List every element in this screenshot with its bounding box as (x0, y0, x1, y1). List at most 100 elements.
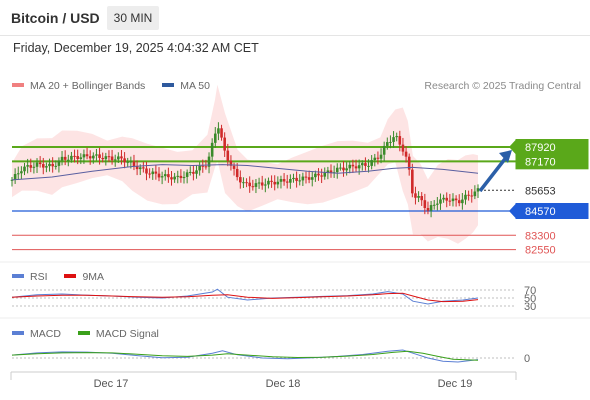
candle-body (251, 186, 255, 188)
candle-body (386, 142, 389, 146)
candle-body (51, 163, 54, 167)
candle (464, 190, 467, 205)
x-tick-label: Dec 19 (438, 378, 473, 390)
candle-body (95, 154, 98, 156)
candle (51, 157, 54, 173)
candle-body (217, 128, 220, 134)
candle (113, 154, 117, 167)
candle (45, 162, 48, 173)
candle (442, 194, 445, 203)
candle (35, 158, 39, 174)
level-label: 85653 (515, 182, 589, 199)
instrument-title: Bitcoin / USD (11, 10, 100, 26)
candle (367, 159, 370, 173)
candle-body (445, 197, 449, 201)
candle-body (329, 170, 333, 173)
timestamp: Friday, December 19, 2025 4:04:32 AM CET (13, 41, 259, 55)
candle-body (411, 169, 414, 194)
candle (142, 161, 145, 173)
candle-body (307, 177, 311, 180)
candle (148, 168, 151, 179)
level-label: 87170 (515, 153, 589, 170)
candle (32, 162, 36, 174)
candle (120, 150, 123, 165)
candle (38, 156, 42, 168)
candle (304, 171, 308, 184)
candle-body (289, 179, 292, 183)
timeframe-badge[interactable]: 30 MIN (107, 6, 159, 30)
candle (54, 160, 58, 170)
panel-separators (0, 261, 590, 319)
candle-body (267, 180, 270, 185)
candle-body (85, 154, 89, 157)
candle-body (304, 176, 308, 178)
candle (151, 168, 155, 180)
candle-body (88, 156, 92, 159)
candle-body (123, 158, 126, 163)
candle-body (232, 165, 236, 169)
candle (470, 189, 474, 203)
candle-body (195, 170, 198, 174)
legend-item-rsi: RSI (12, 271, 48, 283)
candle (457, 194, 461, 207)
candle-body (395, 136, 398, 138)
candle (73, 149, 76, 163)
candle-body (23, 166, 26, 172)
candle-body (101, 157, 104, 160)
level-labels-layer: 87920 87170 85653 84570 83300 82550 (509, 139, 589, 257)
level-label: 84570 (515, 203, 589, 219)
candle-body (66, 159, 70, 161)
candle (386, 137, 389, 150)
candle-body (142, 167, 145, 169)
candle (414, 186, 417, 205)
candle-body (323, 172, 327, 177)
candle (454, 195, 458, 207)
candle (57, 157, 61, 173)
candle-body (220, 128, 223, 138)
candle (123, 152, 126, 169)
candle-body (135, 166, 139, 170)
candle-body (104, 156, 108, 160)
legend-swatch (12, 274, 24, 279)
candle (223, 132, 226, 157)
candle (335, 163, 339, 179)
candle (451, 193, 455, 207)
candle-body (417, 196, 420, 198)
candle-body (439, 199, 442, 204)
candle (314, 170, 317, 182)
candle (432, 200, 436, 210)
candle (251, 179, 255, 191)
legend-label: MA 20 + Bollinger Bands (30, 80, 146, 92)
candle (473, 185, 477, 200)
candle (10, 176, 14, 187)
price-series-layer (10, 122, 480, 218)
level-label-pointer (509, 203, 516, 219)
candle-body (401, 144, 405, 152)
candle-body (354, 166, 358, 169)
level-label-text: 87170 (525, 156, 556, 168)
candle (60, 151, 64, 166)
main-legend: MA 20 + Bollinger Bands MA 50 (12, 80, 224, 92)
candle (298, 174, 302, 186)
candle (226, 143, 230, 167)
candle-body (448, 200, 452, 202)
level-lines-layer (12, 146, 516, 251)
legend-label: 9MA (82, 271, 105, 283)
candle-body (138, 167, 142, 170)
candle-body (273, 181, 277, 185)
candle (79, 153, 83, 165)
candle (85, 147, 89, 160)
candle (411, 163, 414, 198)
candle-body (45, 166, 48, 168)
candle-body (73, 155, 76, 157)
candle (423, 193, 427, 215)
rsi-tick-label: 30 (524, 301, 536, 313)
candle-body (257, 182, 261, 184)
candle-body (335, 167, 339, 173)
candle-body (26, 165, 29, 167)
candle (160, 171, 164, 185)
candle (201, 159, 205, 173)
legend-item-macd-signal: MACD Signal (77, 328, 159, 340)
